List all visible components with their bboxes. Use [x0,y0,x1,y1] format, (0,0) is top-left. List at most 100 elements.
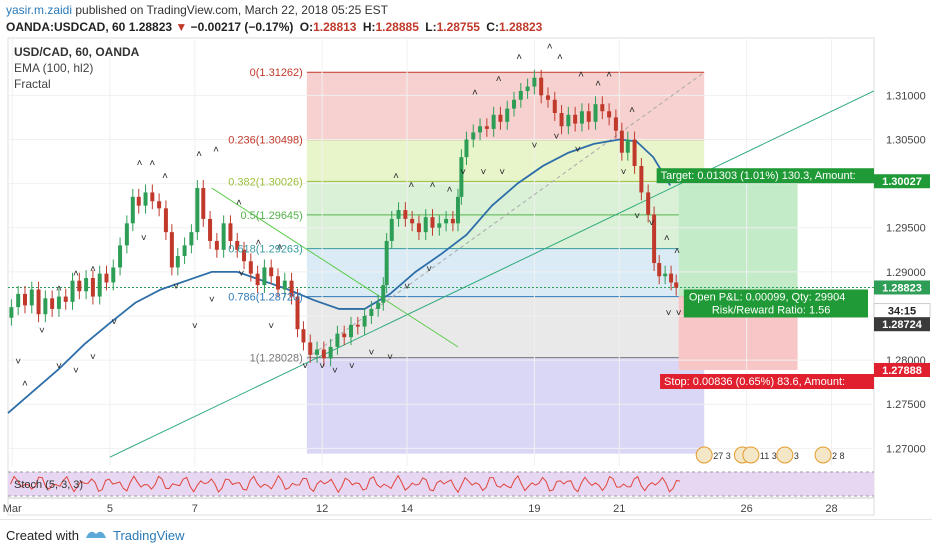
candle-body [532,77,537,87]
fractal-up-marker: ˄ [393,171,399,182]
fractal-up-marker: ˄ [606,70,612,81]
candle-body [566,114,571,127]
y-tick-label: 1.27500 [886,399,926,411]
legend-symbol: USD/CAD, 60, OANDA [14,45,140,59]
close-value: 1.28823 [498,20,543,34]
candle-body [242,249,247,262]
event-count: 3 [794,451,799,461]
candle-body [396,210,401,219]
candle-body [349,324,354,338]
symbol-line: OANDA:USDCAD, 60 1.28823 ▼ −0.00217 (−0.… [6,19,926,36]
candle-body [282,280,287,290]
candle-body [444,218,449,224]
candle-body [384,240,389,286]
author-link[interactable]: yasir.m.zaidi [6,3,73,17]
candle-body [22,293,27,306]
fractal-down-marker: ˅ [39,326,45,337]
candle-body [586,111,591,122]
candle-body [308,342,313,355]
candle-body [182,245,187,256]
candle-body [498,114,503,122]
fractal-up-marker: ˄ [447,184,453,195]
event-count: 11 3 [760,451,777,461]
candle-body [355,324,360,327]
candle-body [255,273,260,286]
candle-body [545,95,550,100]
fractal-down-marker: ˅ [676,308,682,319]
pnl-label: Open P&L: 0.00099, Qty: 29904 [689,291,846,303]
candle-body [450,218,455,224]
candle-body [573,114,578,124]
economic-events[interactable]: 27 3611 332 8 [695,446,845,464]
fractal-up-marker: ˄ [547,41,553,52]
candle-body [228,223,233,241]
x-tick-label: 12 [316,503,328,515]
fib-zone [306,72,705,140]
tradingview-logo-icon [86,531,106,538]
fractal-down-marker: ˅ [481,167,487,178]
fractal-up-marker: ˄ [496,74,502,85]
fib-zones [306,71,705,454]
fractal-up-marker: ˄ [256,237,262,248]
candle-body [579,111,584,124]
close-label: C: [486,20,499,34]
tradingview-link[interactable]: TradingView [113,528,185,543]
fractal-down-marker: ˅ [173,282,179,293]
stop-label: Stop: 0.00836 (0.65%) 83.6, Amount: [664,376,845,388]
fractal-down-marker: ˅ [387,352,393,363]
candle-body [104,273,109,283]
high-label: H: [362,20,376,34]
legend-fractal: Fractal [14,77,51,91]
candle-body [369,308,374,316]
candle-body [301,329,306,343]
fractal-up-marker: ˄ [236,198,242,209]
candle-body [221,223,226,250]
candle-body [410,218,415,224]
fractal-down-marker: ˅ [575,145,581,156]
y-tick-label: 1.29000 [886,267,926,279]
candle-body [136,196,141,206]
fractal-up-marker: ˄ [277,242,283,253]
price-tag-label: 1.28823 [882,282,922,294]
price-tag-label: 1.27888 [882,365,922,377]
candle-body [118,245,123,268]
candle-body [389,218,394,241]
position-zones [678,181,798,370]
candle-body [652,214,657,264]
price-tag [874,174,930,189]
candle-body [328,346,333,359]
fractal-down-marker: ˅ [192,321,198,332]
fractal-down-marker: ˅ [15,357,21,368]
y-tick-label: 1.31000 [886,90,926,102]
x-tick-label: 7 [192,503,198,515]
fractal-up-marker: ˄ [73,268,79,279]
candle-body [376,302,381,309]
profit-zone [678,181,798,297]
price-tag-label: 1.30027 [882,176,922,188]
fib-zone [306,181,705,215]
x-tick-label: 28 [825,503,837,515]
fractal-up-marker: ˄ [674,246,680,257]
candle-body [403,210,408,219]
footer: Created with TradingView [0,519,932,551]
fractal-down-marker: ˅ [349,361,355,372]
event-flag-icon [695,446,713,464]
x-tick-label: 21 [613,503,625,515]
fractal-down-marker: ˅ [239,268,245,279]
symbol-name: OANDA:USDCAD, 60 [6,20,126,34]
candle-body [593,104,598,122]
fractal-up-marker: ˄ [90,264,96,275]
fractal-up-marker: ˄ [22,379,28,390]
fib-level-label: 1(1.28028) [250,353,303,365]
price-tag-label: 1.28724 [882,319,923,331]
fractal-down-marker: ˅ [621,167,627,178]
event-flag-icon [814,446,832,464]
y-tick-label: 1.27000 [886,443,926,455]
low-value: 1.28755 [436,20,480,34]
fractal-down-marker: ˅ [56,361,62,372]
price-tag [874,317,930,332]
candle-body [646,192,651,215]
candle-body [607,111,612,118]
price-chart[interactable]: ˄ ˄ ˄ ˄ ˄ ˄ ˄ ˄ ˄ ˄ ˄ ˄ ˄ ˄ ˄ ˄ ˄ ˄ ˄ ˄ ˄ ˄ ˄ ˄ ˄ ˄ ˄ ˅ ˅ ˅ ˅ ˅ ˅ ˅ ˅ ˅ ˅ ˅ ˅ ˅… [0,36,932,519]
stochastic-pane: Stoch (5, 3, 3) [8,471,874,497]
